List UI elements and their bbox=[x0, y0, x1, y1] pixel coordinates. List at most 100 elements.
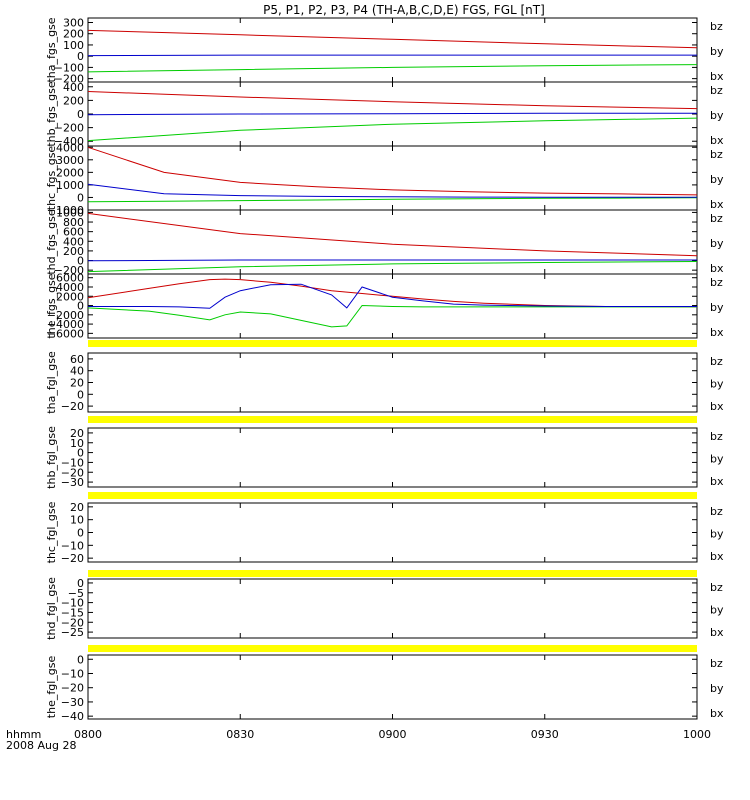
series-line-bz bbox=[87, 29, 698, 49]
y-tick-label: −20 bbox=[61, 400, 84, 413]
y-tick-label: 20 bbox=[70, 427, 84, 440]
y-tick-label: 0 bbox=[77, 300, 84, 313]
y-tick-label: 2000 bbox=[56, 290, 84, 303]
y-tick-label: −20 bbox=[61, 682, 84, 695]
y-tick-label: 20 bbox=[70, 501, 84, 514]
y-axis-label: the_fgs_gse bbox=[45, 273, 58, 338]
y-axis-label: thc_fgl_gse bbox=[45, 501, 58, 563]
y-tick-label: 1000 bbox=[56, 206, 84, 219]
y-axis-label: tha_fgs_gse bbox=[45, 17, 58, 82]
y-tick-label: −1000 bbox=[47, 204, 84, 217]
legend-label-bz: bz bbox=[710, 84, 723, 97]
y-tick-label: 4000 bbox=[56, 141, 84, 154]
missing-data-band-1 bbox=[88, 416, 697, 423]
y-tick-label: 0 bbox=[77, 50, 84, 63]
panel-frame bbox=[87, 427, 698, 488]
y-tick-label: 60 bbox=[70, 353, 84, 366]
y-tick-label: −20 bbox=[61, 616, 84, 629]
y-tick-label: 800 bbox=[63, 216, 84, 229]
y-tick-label: 0 bbox=[77, 577, 84, 590]
series-line-by bbox=[87, 304, 697, 328]
panel-frame bbox=[87, 654, 698, 720]
legend-label-bx: bx bbox=[710, 707, 724, 720]
y-tick-label: 3000 bbox=[56, 154, 84, 167]
legend-label-by: by bbox=[710, 109, 724, 122]
x-tick-label: 0930 bbox=[531, 728, 559, 741]
x-tick-label: 0800 bbox=[74, 728, 102, 741]
x-tick-label: 0900 bbox=[379, 728, 407, 741]
y-tick-label: 200 bbox=[63, 245, 84, 258]
legend-label-bx: bx bbox=[710, 626, 724, 639]
y-axis-label: thb_fgs_gse bbox=[45, 81, 58, 147]
y-tick-label: −10 bbox=[61, 597, 84, 610]
y-tick-label: −2000 bbox=[47, 309, 84, 322]
y-tick-label: −10 bbox=[61, 456, 84, 469]
time-axis-label-line2: 2008 Aug 28 bbox=[6, 739, 76, 752]
y-tick-label: 0 bbox=[77, 527, 84, 540]
legend-label-by: by bbox=[710, 45, 724, 58]
legend-label-bz: bz bbox=[710, 430, 723, 443]
y-tick-label: 100 bbox=[63, 39, 84, 52]
series-line-bz bbox=[87, 146, 698, 196]
y-tick-label: 20 bbox=[70, 377, 84, 390]
series-line-bz bbox=[87, 278, 698, 308]
y-axis-label: thb_fgl_gse bbox=[45, 426, 58, 489]
y-tick-label: 6000 bbox=[56, 272, 84, 285]
legend-label-by: by bbox=[710, 682, 724, 695]
y-tick-label: −15 bbox=[61, 606, 84, 619]
y-tick-label: −6000 bbox=[47, 327, 84, 340]
legend-label-bx: bx bbox=[710, 262, 724, 275]
panel-frame bbox=[87, 352, 698, 413]
y-tick-label: 200 bbox=[63, 28, 84, 41]
y-tick-label: −5 bbox=[68, 587, 84, 600]
y-axis-label: the_fgl_gse bbox=[45, 656, 58, 719]
y-tick-label: −25 bbox=[61, 626, 84, 639]
series-line-bz bbox=[87, 212, 698, 257]
legend-label-bz: bz bbox=[710, 148, 723, 161]
y-tick-label: −200 bbox=[54, 264, 84, 277]
y-tick-label: 2000 bbox=[56, 166, 84, 179]
series-line-by bbox=[87, 261, 698, 273]
y-tick-label: 200 bbox=[63, 94, 84, 107]
legend-label-by: by bbox=[710, 453, 724, 466]
series-line-bx bbox=[87, 54, 697, 57]
missing-data-band-3 bbox=[88, 570, 697, 577]
time-axis-label-line1: hhmm bbox=[6, 728, 41, 741]
y-tick-label: −40 bbox=[61, 710, 84, 723]
legend-label-bx: bx bbox=[710, 326, 724, 339]
legend-label-by: by bbox=[710, 378, 724, 391]
legend-label-by: by bbox=[710, 237, 724, 250]
series-line-bx bbox=[87, 183, 697, 198]
legend-label-bx: bx bbox=[710, 550, 724, 563]
y-tick-label: 10 bbox=[70, 514, 84, 527]
series-line-by bbox=[87, 117, 698, 142]
legend-label-by: by bbox=[710, 301, 724, 314]
missing-data-band-0 bbox=[88, 340, 697, 347]
legend-label-bz: bz bbox=[710, 276, 723, 289]
y-axis-label: thd_fgs_gse bbox=[45, 209, 58, 275]
legend-label-bx: bx bbox=[710, 70, 724, 83]
y-tick-label: −10 bbox=[61, 667, 84, 680]
panel-frame bbox=[87, 578, 698, 639]
legend-label-bx: bx bbox=[710, 198, 724, 211]
legend-label-bz: bz bbox=[710, 505, 723, 518]
x-tick-label: 1000 bbox=[683, 728, 711, 741]
y-tick-label: 0 bbox=[77, 447, 84, 460]
panel-frame bbox=[87, 502, 698, 563]
series-line-by bbox=[87, 197, 698, 203]
y-tick-label: 0 bbox=[77, 388, 84, 401]
y-tick-label: −200 bbox=[54, 122, 84, 135]
legend-label-bz: bz bbox=[710, 657, 723, 670]
x-tick-label: 0830 bbox=[226, 728, 254, 741]
legend-label-bx: bx bbox=[710, 475, 724, 488]
